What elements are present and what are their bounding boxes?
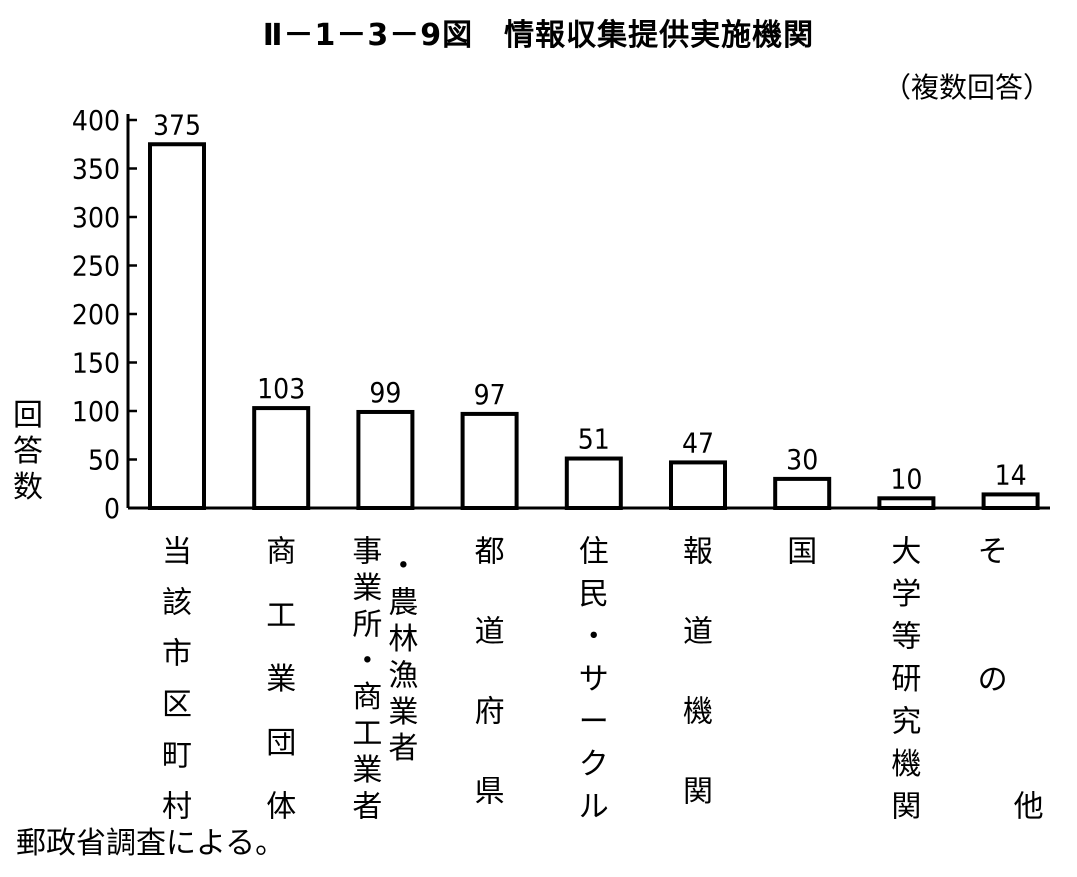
y-tick-label: 200 xyxy=(72,298,120,331)
category-char: 道 xyxy=(683,615,713,650)
category-char: 業 xyxy=(266,662,296,697)
category-char: ・ xyxy=(579,620,609,655)
bar xyxy=(669,460,727,511)
category-char: ・ xyxy=(388,549,418,584)
y-tick-label: 400 xyxy=(72,104,120,137)
category-char: 研 xyxy=(891,662,921,697)
data-label: 47 xyxy=(682,426,714,459)
category-char: 大 xyxy=(891,535,921,570)
y-tick-label: 0 xyxy=(104,492,120,525)
x-category-label: その他 xyxy=(978,535,1044,825)
category-char: そ xyxy=(978,535,1008,570)
category-char: 県 xyxy=(475,775,505,810)
category-char: ク xyxy=(579,747,609,782)
bar xyxy=(252,406,311,510)
category-char: 民 xyxy=(579,577,609,612)
category-char: 業 xyxy=(388,695,418,730)
category-char: 村 xyxy=(162,790,192,825)
y-tick-label: 150 xyxy=(72,347,120,380)
category-char: 所 xyxy=(352,607,382,642)
category-char: 業 xyxy=(352,571,382,606)
bar xyxy=(148,142,206,510)
category-char: 住 xyxy=(579,535,609,570)
category-char: 工 xyxy=(266,598,296,633)
data-label: 51 xyxy=(578,423,610,456)
data-label: 99 xyxy=(369,376,401,409)
category-char: 商 xyxy=(352,680,382,715)
x-category-label: 国 xyxy=(787,535,817,570)
labels: 375当該市区町村103商工業団体99事業所・商工業者・農林漁業者97都道府県5… xyxy=(153,108,1044,824)
category-char: 都 xyxy=(475,535,505,570)
data-label: 10 xyxy=(890,462,922,495)
axes: 0 50 100 150 200 250 300 350 400 xyxy=(72,104,1050,525)
category-char: 市 xyxy=(162,637,192,672)
category-char: 者 xyxy=(352,790,382,825)
category-char: 該 xyxy=(162,586,192,621)
category-char: 国 xyxy=(787,535,817,570)
category-char: 事 xyxy=(352,535,382,570)
category-char: 商 xyxy=(266,535,296,570)
bars xyxy=(148,142,1040,511)
category-char: ル xyxy=(579,790,609,825)
data-label: 103 xyxy=(257,372,305,405)
category-char: 等 xyxy=(891,620,921,655)
category-char: 者 xyxy=(388,731,418,766)
figure-title: Ⅱ－1－3－9図 情報収集提供実施機関 xyxy=(262,18,815,53)
category-char: の xyxy=(978,663,1008,698)
category-char: 機 xyxy=(891,747,921,782)
category-char: 究 xyxy=(891,705,921,740)
bar xyxy=(356,409,415,510)
bar xyxy=(773,476,832,510)
category-char: 町 xyxy=(162,739,192,774)
category-char: ー xyxy=(579,705,609,740)
category-char: 学 xyxy=(891,577,921,612)
category-char: 機 xyxy=(683,695,713,730)
figure-note: （複数回答） xyxy=(882,71,1051,104)
y-tick-label: 50 xyxy=(88,444,120,477)
source-note: 郵政省調査による。 xyxy=(16,826,286,861)
bar xyxy=(877,496,936,510)
category-char: 道 xyxy=(475,615,505,650)
category-char: 農 xyxy=(388,586,418,621)
y-tick-label: 100 xyxy=(72,395,120,428)
category-char: 業 xyxy=(352,753,382,788)
category-char: サ xyxy=(579,662,609,697)
category-char: 関 xyxy=(891,790,921,825)
category-char: 府 xyxy=(475,695,505,730)
data-label: 97 xyxy=(474,378,506,411)
category-char: 林 xyxy=(388,622,418,657)
category-char: 体 xyxy=(266,790,296,825)
y-axis-label: 回答数 xyxy=(13,398,43,505)
category-char: 団 xyxy=(266,726,296,761)
y-tick-label: 350 xyxy=(72,153,120,186)
y-tick-label: 250 xyxy=(72,250,120,283)
category-char: 漁 xyxy=(388,658,418,693)
category-char: ・ xyxy=(352,644,382,679)
category-char: 当 xyxy=(162,535,192,570)
bar xyxy=(460,411,519,510)
data-label: 375 xyxy=(153,108,201,141)
data-label: 30 xyxy=(786,443,818,476)
category-char: 関 xyxy=(683,775,713,810)
y-tick-label: 300 xyxy=(72,201,120,234)
bar xyxy=(981,492,1040,511)
data-label: 14 xyxy=(995,458,1027,491)
category-char: 他 xyxy=(1014,790,1044,825)
bar xyxy=(564,456,623,510)
category-char: 工 xyxy=(352,717,382,752)
category-char: 報 xyxy=(683,535,713,570)
category-char: 区 xyxy=(162,688,192,723)
